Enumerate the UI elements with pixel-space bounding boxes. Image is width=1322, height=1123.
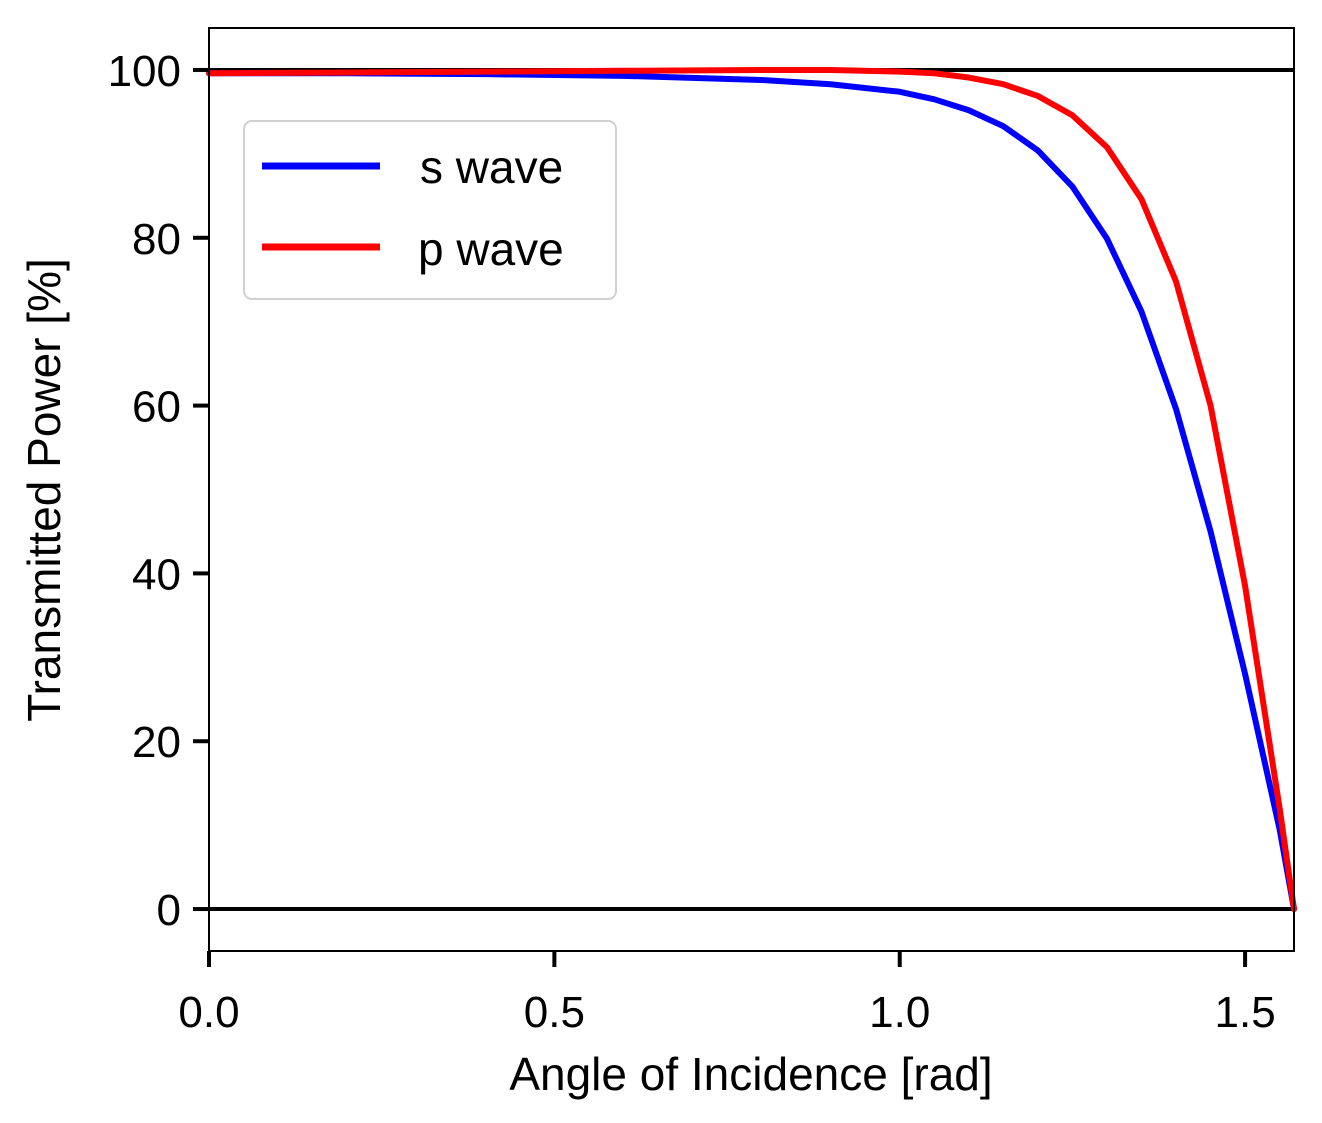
y-tick-label: 60 — [132, 383, 181, 432]
y-axis-label: Transmitted Power [%] — [18, 258, 70, 722]
x-tick-label: 0.0 — [178, 988, 239, 1037]
y-tick-label: 100 — [108, 47, 181, 96]
legend: s wave p wave — [243, 120, 617, 300]
y-tick-label: 20 — [132, 718, 181, 767]
x-tick-label: 1.0 — [869, 988, 930, 1037]
series-line-p-wave — [206, 66, 1297, 913]
axis-ticks: 0.0 0.5 1.0 1.5 0 20 40 60 80 100 — [108, 47, 1276, 1037]
series-lines — [206, 66, 1297, 913]
y-tick-label: 40 — [132, 550, 181, 599]
y-tick-label: 0 — [157, 886, 181, 935]
x-tick-label: 1.5 — [1215, 988, 1276, 1037]
x-tick-label: 0.5 — [524, 988, 585, 1037]
x-axis-label: Angle of Incidence [rad] — [509, 1048, 992, 1100]
legend-label-p-wave: p wave — [418, 223, 564, 275]
y-tick-label: 80 — [132, 215, 181, 264]
series-line-s-wave — [206, 70, 1297, 913]
legend-label-s-wave: s wave — [420, 141, 563, 193]
plot-frame — [208, 27, 1295, 952]
